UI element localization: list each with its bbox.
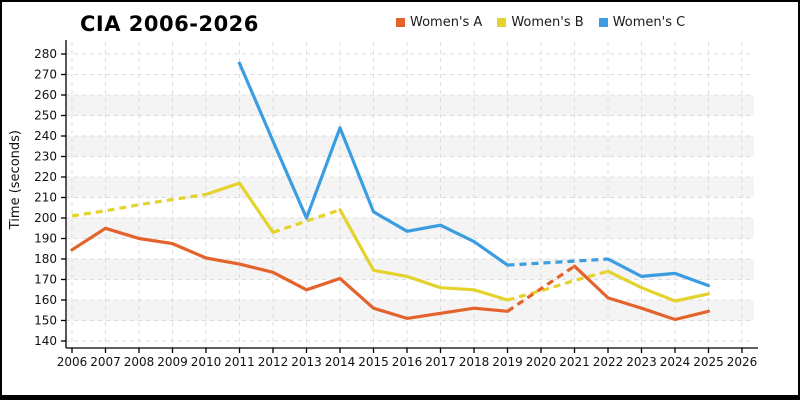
svg-text:2021: 2021 [559,355,590,369]
svg-text:2007: 2007 [90,355,121,369]
svg-text:2024: 2024 [660,355,691,369]
legend-swatch-icon [396,18,405,27]
series-line-women-s-a [70,226,711,322]
legend: Women's A Women's B Women's C [396,15,685,30]
svg-text:270: 270 [34,68,57,82]
plot-bands [66,95,754,321]
legend-label: Women's A [410,15,483,30]
svg-text:2011: 2011 [224,355,255,369]
x-tick-labels: 2006 2007 2008 2009 2010 2011 2012 2013 2014 2015… [57,355,758,369]
svg-text:2019: 2019 [492,355,523,369]
legend-item-women-s-a: Women's A [396,15,482,30]
svg-text:240: 240 [34,129,57,143]
legend-item-women-s-c: Women's C [598,15,686,30]
svg-text:2013: 2013 [291,355,322,369]
svg-text:170: 170 [34,273,57,287]
legend-label: Women's B [511,15,584,30]
svg-text:230: 230 [34,150,57,164]
svg-text:160: 160 [34,293,57,307]
svg-text:2020: 2020 [526,355,557,369]
svg-text:2016: 2016 [392,355,423,369]
chart-title: CIA 2006-2026 [80,12,259,36]
svg-text:140: 140 [34,334,57,348]
svg-text:2023: 2023 [626,355,657,369]
svg-text:210: 210 [34,191,57,205]
svg-text:2008: 2008 [124,355,155,369]
svg-text:2010: 2010 [191,355,222,369]
svg-text:260: 260 [34,88,57,102]
svg-text:280: 280 [34,47,57,61]
svg-text:150: 150 [34,314,57,328]
svg-text:2017: 2017 [425,355,456,369]
svg-text:2025: 2025 [693,355,724,369]
svg-text:190: 190 [34,232,57,246]
svg-text:250: 250 [34,109,57,123]
legend-swatch-icon [598,18,608,27]
series-line-women-s-c [237,61,711,288]
svg-text:2014: 2014 [325,355,356,369]
legend-swatch-icon [497,18,507,27]
legend-label: Women's C [612,15,686,30]
axes [61,40,758,353]
legend-item-women-s-b: Women's B [497,15,584,30]
svg-text:2022: 2022 [593,355,624,369]
svg-text:2012: 2012 [258,355,289,369]
series-line-women-s-b [71,181,711,303]
svg-text:2018: 2018 [459,355,490,369]
svg-text:180: 180 [34,252,57,266]
svg-text:200: 200 [34,211,57,225]
svg-text:2009: 2009 [157,355,188,369]
svg-text:2026: 2026 [727,355,758,369]
svg-text:2015: 2015 [358,355,389,369]
svg-text:220: 220 [34,170,57,184]
gridlines [66,42,754,348]
y-tick-labels: 140 150 160 170 180 190 200 210 220 230 240 250 260 2… [34,47,57,348]
svg-text:2006: 2006 [57,355,88,369]
